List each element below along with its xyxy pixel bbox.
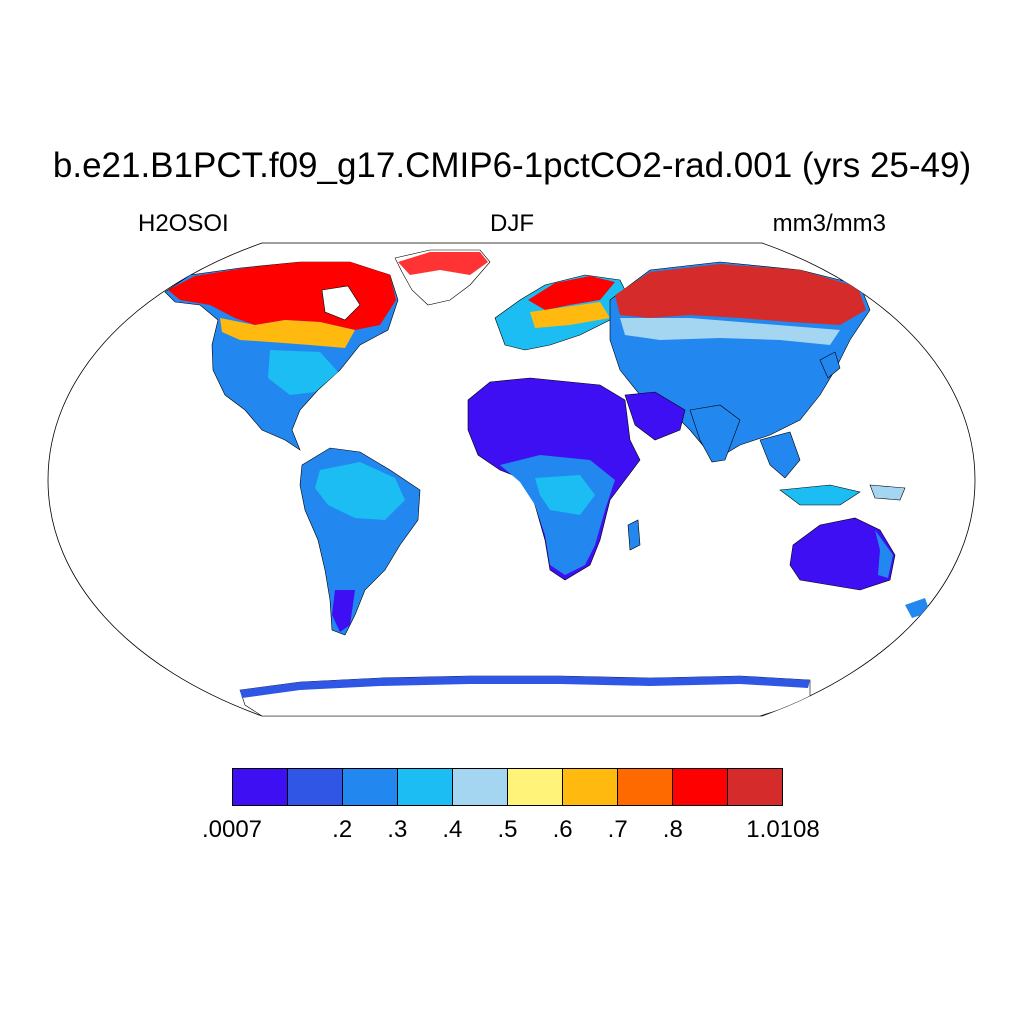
- season-label: DJF: [490, 210, 534, 237]
- figure-title: b.e21.B1PCT.f09_g17.CMIP6-1pctCO2-rad.00…: [52, 146, 972, 185]
- colorbar: [232, 768, 783, 806]
- colorbar-label: 1.0108: [746, 816, 820, 843]
- japan: [819, 351, 841, 379]
- colorbar-label: .5: [497, 816, 518, 843]
- canada-transition: [220, 318, 355, 348]
- variable-label: H2OSOI: [138, 210, 229, 237]
- arabia: [624, 391, 686, 441]
- australia-east-coast: [875, 530, 893, 578]
- colorbar-box-4: [453, 769, 508, 805]
- colorbar-label: .6: [552, 816, 573, 843]
- colorbar-label: .3: [387, 816, 408, 843]
- colorbar-label: .0007: [201, 816, 263, 843]
- colorbar-label: .2: [332, 816, 353, 843]
- colorbar-label: .8: [662, 816, 683, 843]
- colorbar-box-6: [563, 769, 618, 805]
- europe-yellow: [530, 302, 610, 328]
- asia-transition: [620, 318, 840, 345]
- colorbar-box-7: [618, 769, 673, 805]
- amazon: [315, 462, 405, 520]
- new-guinea: [869, 484, 906, 501]
- colorbar-box-5: [508, 769, 563, 805]
- southeast-asia: [759, 431, 801, 479]
- madagascar: [627, 519, 641, 551]
- colorbar-label: .4: [442, 816, 463, 843]
- units-label: mm3/mm3: [772, 210, 886, 237]
- colorbar-box-0: [233, 769, 288, 805]
- siberia: [615, 264, 866, 325]
- eastern-us: [268, 350, 338, 395]
- colorbar-box-9: [728, 769, 782, 805]
- india: [689, 404, 741, 463]
- hudson-bay: [321, 285, 361, 321]
- colorbar-box-2: [343, 769, 398, 805]
- colorbar-box-1: [288, 769, 343, 805]
- colorbar-box-8: [673, 769, 728, 805]
- scandinavia: [528, 276, 615, 310]
- patagonia: [332, 590, 355, 632]
- indonesia: [779, 484, 861, 506]
- antarctica-coast: [240, 676, 810, 698]
- colorbar-label: .7: [607, 816, 628, 843]
- congo: [535, 475, 595, 515]
- colorbar-box-3: [398, 769, 453, 805]
- greenland-edge: [398, 252, 488, 275]
- australia: [789, 517, 896, 591]
